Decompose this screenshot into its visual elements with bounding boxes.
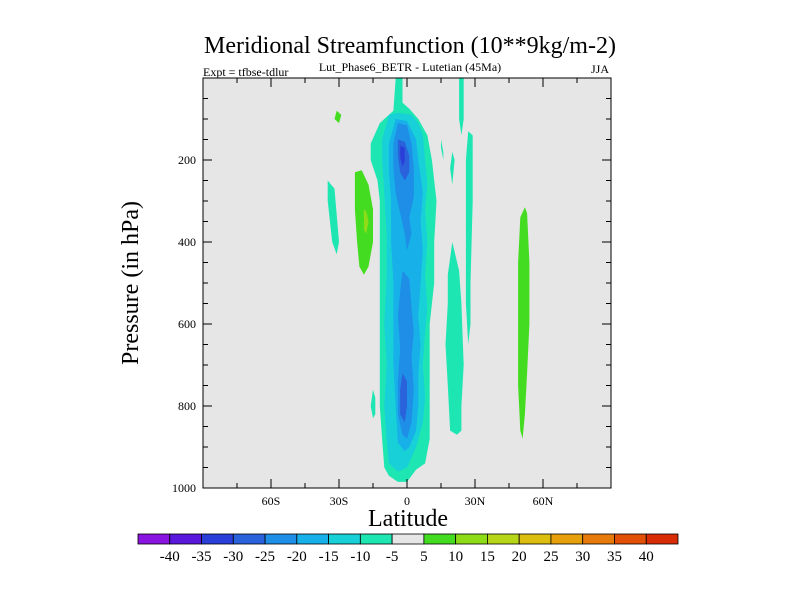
colorbar-swatch [391, 533, 425, 545]
y-tick-label: 800 [178, 399, 196, 413]
colorbar-label: 25 [543, 549, 558, 565]
colorbar-swatch [201, 533, 234, 545]
colorbar-swatch [137, 533, 171, 545]
contour-region-1 [459, 78, 464, 136]
colorbar-label: -35 [192, 549, 212, 565]
chart-subtitle: Lut_Phase6_BETR - Lutetian (45Ma) [319, 60, 501, 74]
colorbar-swatch [614, 533, 647, 545]
contour-region-6 [327, 180, 339, 255]
contour-region-2 [465, 131, 473, 345]
colorbar-swatch [518, 533, 552, 545]
contour-region-7 [370, 389, 376, 419]
x-tick-label: 30S [330, 494, 349, 508]
contour-region-4 [441, 139, 444, 160]
colorbar-swatch [264, 533, 298, 545]
colorbar-swatch [296, 533, 329, 545]
colorbar-swatch [359, 533, 393, 545]
experiment-label: Expt = tfbse-tdlur [203, 65, 288, 79]
season-label: JJA [591, 62, 609, 76]
contour-region-5 [445, 242, 464, 435]
x-axis-label: Latitude [368, 506, 448, 532]
x-tick-label: 30N [465, 494, 486, 508]
colorbar-swatch [423, 533, 457, 545]
colorbar-swatch [455, 533, 488, 545]
x-tick-label: 60S [262, 494, 281, 508]
contour-regions [327, 78, 530, 482]
colorbar-label: -15 [319, 549, 339, 565]
y-tick-label: 400 [178, 235, 196, 249]
x-tick-label: 60N [533, 494, 554, 508]
contour-region-14 [400, 145, 405, 167]
colorbar-swatch [582, 533, 615, 545]
contour-region-17 [334, 110, 342, 124]
contour-region-18 [518, 207, 530, 439]
colorbar-label: 30 [575, 549, 590, 565]
colorbar-swatch [550, 533, 584, 545]
y-tick-label: 1000 [172, 481, 196, 495]
x-tick-label: 0 [404, 494, 410, 508]
chart-title: Meridional Streamfunction (10**9kg/m-2) [204, 33, 616, 59]
colorbar-label: 20 [512, 549, 527, 565]
colorbar-label: 35 [607, 549, 622, 565]
colorbar-label: 10 [448, 549, 463, 565]
colorbar-label: -10 [350, 549, 370, 565]
axis-ticks: 60S 30S 0 30N 60N 200 400 600 800 1000 [172, 78, 611, 508]
contour-region-16 [363, 209, 369, 234]
colorbar-label: 40 [639, 549, 654, 565]
y-tick-label: 200 [178, 153, 196, 167]
y-tick-label: 600 [178, 317, 196, 331]
colorbar-label: 5 [420, 549, 428, 565]
colorbar: -40 -35 -30 -25 -20 -15 -10 -5 5 10 15 20 25 30 35 40 [137, 533, 679, 565]
colorbar-label: 15 [480, 549, 495, 565]
colorbar-swatch [487, 533, 520, 545]
colorbar-swatch [645, 533, 679, 545]
colorbar-label: -5 [386, 549, 399, 565]
colorbar-label: -20 [287, 549, 307, 565]
contour-region-13 [400, 373, 407, 423]
colorbar-swatch [232, 533, 266, 545]
colorbar-swatch [169, 533, 202, 545]
colorbar-swatch [328, 533, 361, 545]
colorbar-label: -30 [223, 549, 243, 565]
colorbar-label: -25 [255, 549, 275, 565]
colorbar-label: -40 [160, 549, 180, 565]
y-axis-label: Pressure (in hPa) [118, 201, 144, 365]
contour-region-3 [450, 151, 455, 185]
